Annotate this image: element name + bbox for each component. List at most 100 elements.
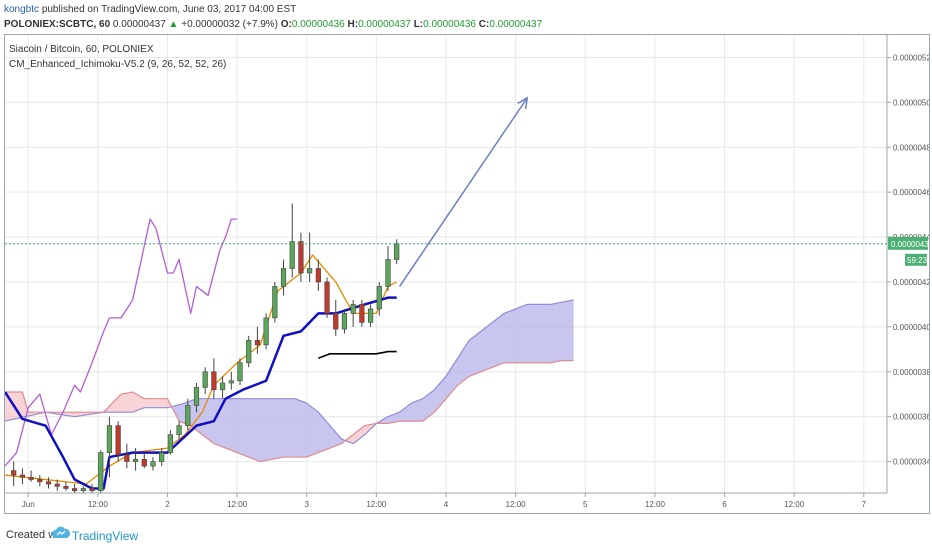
time-tick-label: 12:00: [227, 500, 248, 509]
time-tick-label: 12:00: [366, 500, 387, 509]
publish-line: kongbtc published on TradingView.com, Ju…: [4, 4, 296, 15]
down-candle: [115, 421, 121, 462]
candle-body: [359, 304, 365, 323]
down-candle: [63, 481, 69, 491]
up-candle: [219, 376, 226, 399]
candle-body: [367, 308, 374, 323]
down-candle: [141, 452, 147, 469]
up-candle: [367, 304, 374, 327]
candle-body: [19, 474, 26, 478]
tradingview-cloud-icon: [52, 526, 70, 538]
candle-body: [28, 476, 34, 480]
down-candle: [211, 358, 217, 399]
down-candle: [54, 479, 60, 491]
tradingview-link[interactable]: TradingView: [72, 529, 139, 543]
candle-body: [263, 317, 269, 346]
down-candle: [89, 484, 95, 493]
up-candle: [289, 203, 295, 278]
candle-body: [132, 459, 139, 462]
up-candle: [159, 448, 165, 467]
last-price-tag: [888, 236, 928, 250]
candle-body: [394, 243, 400, 260]
down-candle: [28, 470, 34, 482]
open-value: 0.00000436: [291, 19, 345, 30]
up-candle: [394, 239, 400, 264]
bear-cloud: [347, 423, 377, 444]
indicator-label: CM_Enhanced_Ichimoku-V5.2 (9, 26, 52, 52…: [9, 59, 226, 70]
candle-body: [72, 488, 78, 492]
time-axis: Jun 12:00 2 12:00 3 12:00 4 12:00 5 12:00 6 12:00 7: [5, 492, 887, 509]
candle-body: [219, 382, 226, 391]
down-candle: [11, 461, 17, 487]
candle-body: [307, 268, 313, 274]
created-with-text: Created with: [6, 529, 68, 541]
time-tick-label: 5: [583, 500, 588, 509]
candle-body: [272, 286, 278, 319]
candle-body: [89, 488, 95, 492]
down-candle: [333, 299, 339, 336]
up-candle: [80, 486, 86, 493]
down-candle: [72, 484, 78, 493]
up-triangle-icon: ▲: [168, 19, 179, 30]
candle-body: [115, 425, 121, 456]
candle-body: [211, 371, 217, 391]
down-candle: [324, 277, 330, 318]
low-label: L:: [413, 19, 424, 30]
up-candle: [280, 259, 287, 296]
candle-body: [202, 371, 208, 388]
candle-body: [341, 313, 348, 330]
up-candle: [237, 358, 243, 386]
kijun-extension-line: [318, 350, 397, 360]
candle-body: [324, 281, 330, 314]
time-tick-label: 3: [305, 500, 310, 509]
published-text: published on TradingView.com, June 03, 2…: [41, 4, 297, 15]
chart-header: kongbtc published on TradingView.com, Ju…: [0, 0, 932, 34]
candle-body: [289, 241, 295, 269]
symbol-label: POLONIEX:SCBTC, 60: [4, 19, 111, 30]
candle-body: [385, 259, 391, 287]
bull-cloud: [376, 299, 574, 424]
up-candle: [150, 457, 156, 471]
candle-body: [106, 425, 113, 453]
candle-body: [280, 268, 287, 287]
down-candle: [19, 468, 26, 485]
candle-body: [254, 340, 261, 346]
time-tick-label: 12:00: [784, 500, 805, 509]
author-link[interactable]: kongbtc: [4, 4, 40, 15]
up-candle: [350, 299, 356, 327]
up-candle: [106, 416, 113, 478]
countdown-tag: [905, 253, 927, 266]
time-tick-label: 12:00: [88, 500, 109, 509]
close-value: 0.00000437: [489, 19, 543, 30]
down-candle: [45, 477, 52, 489]
trend-arrow-head: [517, 96, 529, 109]
candle-body: [315, 268, 321, 283]
down-candle: [298, 232, 304, 282]
up-candle: [272, 281, 278, 323]
up-candle: [167, 430, 173, 455]
down-candle: [254, 326, 261, 354]
up-candle: [307, 232, 313, 282]
candle-body: [45, 481, 52, 485]
chart-overlay: [5, 96, 887, 287]
up-candle: [185, 398, 191, 431]
time-tick-label: 7: [862, 500, 867, 509]
chart-title: Siacoin / Bitcoin, 60, POLONIEX: [9, 44, 154, 55]
down-candle: [124, 443, 130, 469]
senkou-span-b-line: [5, 359, 574, 463]
candle-body: [176, 425, 182, 435]
close-label: C:: [478, 19, 490, 30]
candle-body: [11, 470, 17, 476]
down-candle: [37, 475, 43, 487]
countdown-tag-label: 59:23: [907, 256, 928, 265]
up-candle: [246, 335, 252, 368]
time-tick-label: 6: [722, 500, 727, 509]
